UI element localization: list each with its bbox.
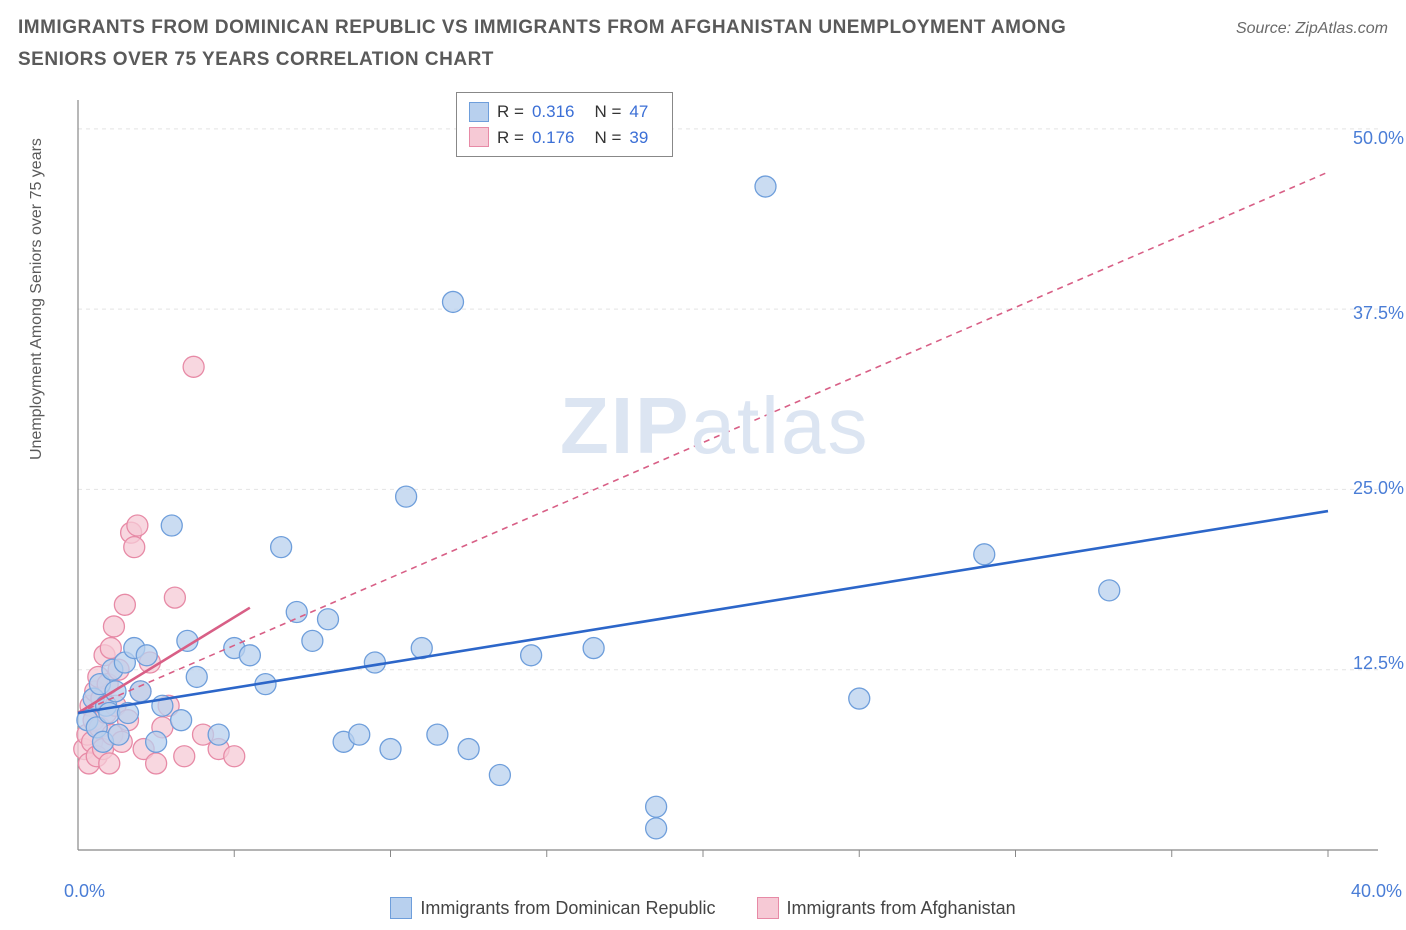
legend-n-value-2: 39 [629,125,648,151]
x-tick-label-min: 0.0% [64,881,105,902]
legend-r-value-1: 0.316 [532,99,575,125]
legend-swatch-icon [390,897,412,919]
legend-row-series2: R = 0.176 N = 39 [469,125,660,151]
legend-n-label: N = [594,125,621,151]
legend-row-series1: R = 0.316 N = 47 [469,99,660,125]
y-tick-label: 37.5% [1353,303,1404,324]
y-axis-label: Unemployment Among Seniors over 75 years [28,138,46,460]
y-tick-label: 12.5% [1353,653,1404,674]
chart-plot-area [68,90,1388,880]
correlation-legend: R = 0.316 N = 47 R = 0.176 N = 39 [456,92,673,157]
chart-title: IMMIGRANTS FROM DOMINICAN REPUBLIC VS IM… [18,12,1138,77]
legend-swatch-afghanistan [469,127,489,147]
legend-label: Immigrants from Dominican Republic [420,898,715,919]
series-legend: Immigrants from Dominican Republic Immig… [0,897,1406,924]
legend-r-label: R = [497,99,524,125]
legend-n-label: N = [594,99,621,125]
y-tick-label: 50.0% [1353,128,1404,149]
legend-r-value-2: 0.176 [532,125,575,151]
legend-swatch-icon [757,897,779,919]
scatter-svg [68,90,1388,880]
legend-swatch-dominican [469,102,489,122]
y-tick-label: 25.0% [1353,478,1404,499]
legend-label: Immigrants from Afghanistan [787,898,1016,919]
legend-item-afghanistan: Immigrants from Afghanistan [757,897,1016,919]
source-credit: Source: ZipAtlas.com [1236,20,1388,38]
legend-r-label: R = [497,125,524,151]
legend-n-value-1: 47 [629,99,648,125]
watermark: ZIPatlas [560,380,869,472]
x-tick-label-max: 40.0% [1351,881,1402,902]
legend-item-dominican: Immigrants from Dominican Republic [390,897,715,919]
